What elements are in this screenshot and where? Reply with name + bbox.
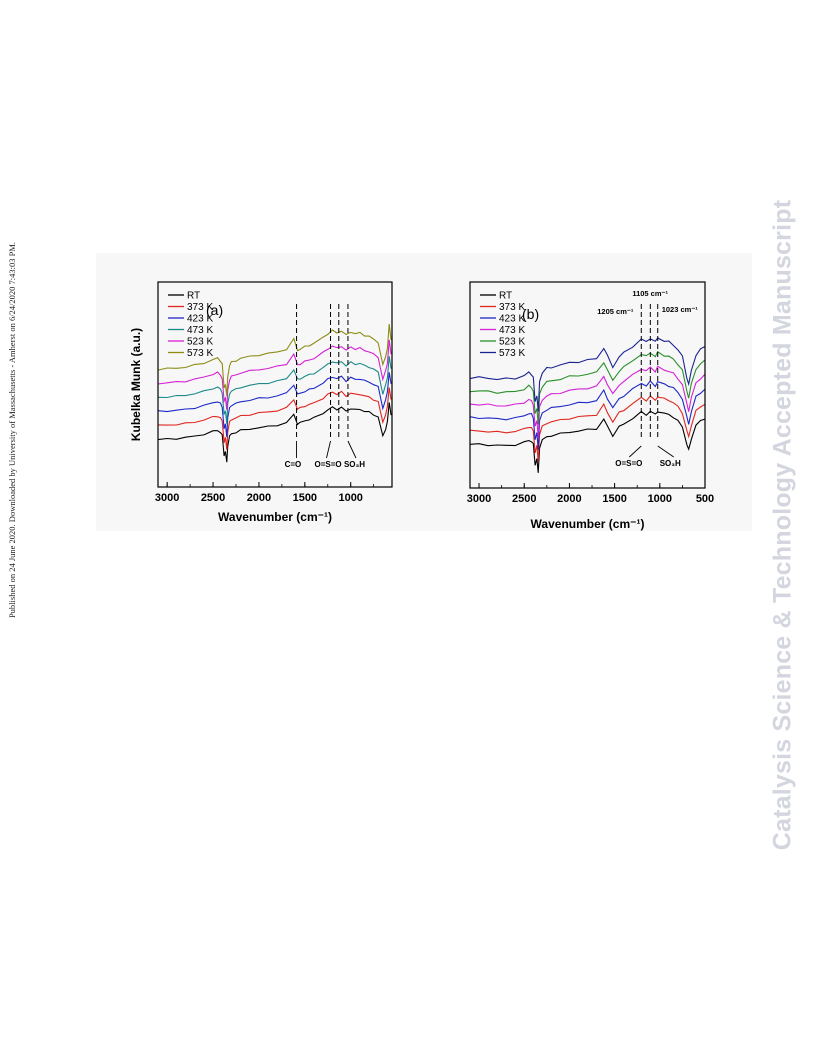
annotation-b-1: 1105 cm⁻¹: [632, 289, 668, 298]
x-tick-label-a-3: 1500: [293, 492, 317, 504]
legend-label-a-4: 523 K: [187, 337, 213, 348]
annotation-a-2: SO₃H: [344, 460, 365, 469]
series-line-b-3: [469, 365, 706, 438]
legend-label-b-2: 423 K: [499, 314, 525, 325]
legend-label-a-2: 423 K: [187, 314, 213, 325]
watermark-text: Catalysis Science & Technology Accepted …: [768, 199, 797, 851]
series-line-a-1: [157, 387, 392, 450]
plot-frame-b: [469, 281, 706, 489]
publication-side-note: Published on 24 June 2020. Downloaded by…: [2, 190, 22, 670]
annotation-arrow-b-3: [628, 445, 642, 458]
annotation-b-4: SO₃H: [660, 459, 681, 468]
x-tick-label-a-4: 1000: [338, 492, 362, 504]
x-tick-label-a-1: 2500: [201, 492, 225, 504]
legend-label-a-3: 473 K: [187, 325, 213, 336]
series-line-b-1: [469, 395, 706, 462]
x-tick-label-b-3: 1500: [602, 493, 626, 505]
legend-label-a-0: RT: [187, 291, 200, 302]
journal-watermark: Catalysis Science & Technology Accepted …: [758, 120, 808, 930]
plot-frame-a: [157, 281, 393, 488]
annotation-arrow-a-1: [326, 440, 331, 459]
annotation-a-1: O=S=O: [315, 460, 342, 469]
x-tick-label-b-5: 500: [696, 493, 714, 505]
series-line-a-3: [157, 356, 392, 424]
figure-panel: C=O O=S=O SO₃H RT 373 K 423 K 473 K 523 K 573 K…: [96, 253, 752, 531]
annotation-b-0: 1205 cm⁻¹: [597, 307, 634, 316]
x-tick-label-a-0: 3000: [155, 492, 179, 504]
x-axis-label-a: Wavenumber (cm⁻¹): [218, 510, 332, 524]
series-line-b-2: [469, 380, 706, 450]
annotation-arrow-b-4: [657, 445, 674, 458]
legend-label-b-4: 523 K: [499, 337, 525, 348]
legend-label-a-1: 373 K: [187, 302, 213, 313]
x-tick-label-a-2: 2000: [247, 492, 271, 504]
series-line-b-0: [469, 410, 706, 473]
series-line-b-5: [469, 337, 706, 412]
x-tick-label-b-2: 2000: [557, 493, 581, 505]
panel-label-a: (a): [206, 302, 223, 318]
series-line-a-2: [157, 372, 392, 438]
panel-label-b: (b): [522, 306, 539, 322]
legend-label-a-5: 573 K: [187, 348, 213, 359]
x-tick-label-b-0: 3000: [467, 493, 491, 505]
x-axis-label-b: Wavenumber (cm⁻¹): [531, 517, 645, 531]
annotation-b-3: O=S=O: [615, 459, 642, 468]
legend-label-b-1: 373 K: [499, 302, 525, 313]
series-line-b-4: [469, 350, 706, 425]
x-tick-label-b-1: 2500: [512, 493, 536, 505]
legend-label-b-3: 473 K: [499, 325, 525, 336]
x-tick-label-b-4: 1000: [648, 493, 672, 505]
legend-label-b-5: 573 K: [499, 348, 525, 359]
series-line-a-5: [157, 324, 392, 397]
series-line-a-4: [157, 339, 392, 410]
publication-note-text: Published on 24 June 2020. Downloaded by…: [7, 241, 17, 619]
y-axis-label-a: Kubelka Munk (a.u.): [129, 328, 143, 441]
legend-label-b-0: RT: [499, 291, 512, 302]
series-line-a-0: [157, 402, 392, 463]
annotation-a-0: C=O: [285, 460, 302, 469]
annotation-b-2: 1023 cm⁻¹: [662, 305, 699, 314]
annotation-arrow-a-2: [347, 440, 357, 459]
